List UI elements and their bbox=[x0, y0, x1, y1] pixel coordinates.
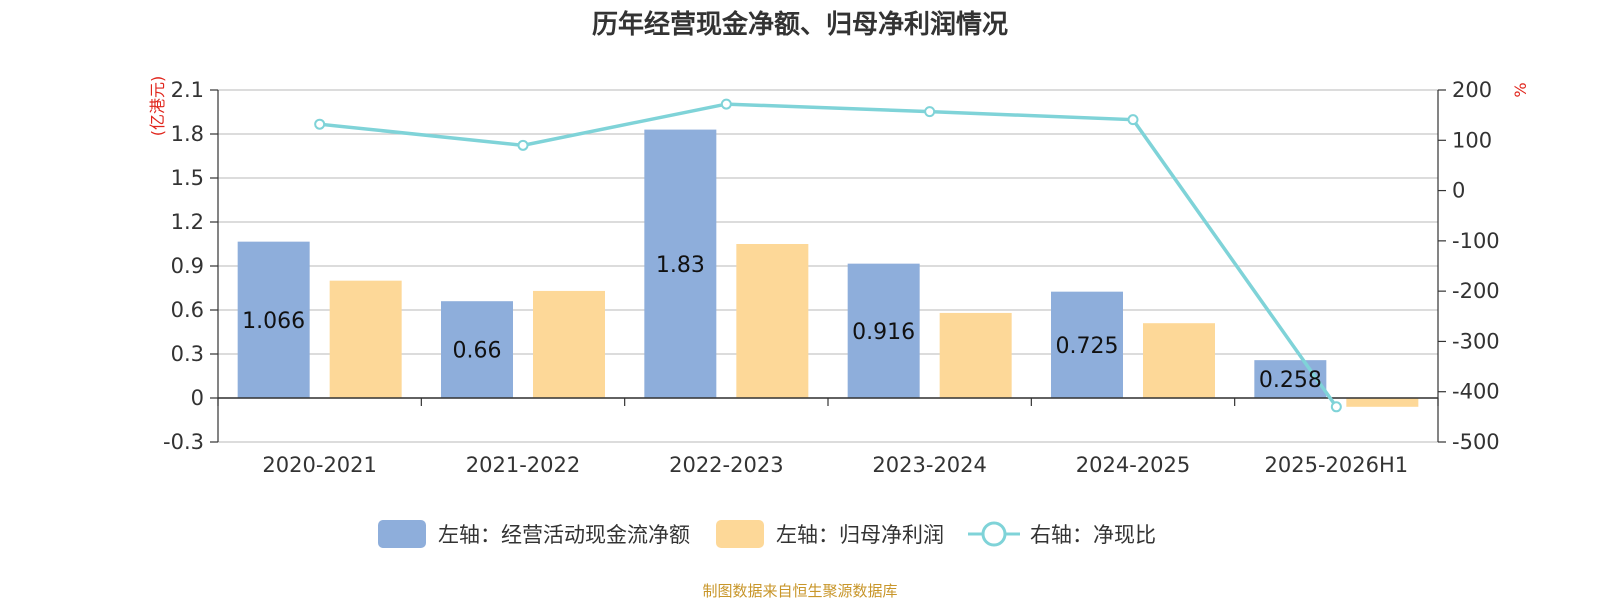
left-axis-tick-label: 1.8 bbox=[171, 122, 204, 146]
line-point[interactable] bbox=[517, 139, 529, 151]
bar-net-profit[interactable] bbox=[329, 280, 402, 398]
right-axis-tick-label: -200 bbox=[1452, 279, 1500, 303]
bar-data-label: 0.916 bbox=[852, 320, 915, 345]
right-axis-tick-label: -300 bbox=[1452, 329, 1500, 353]
right-axis-tick-label: 100 bbox=[1452, 128, 1492, 152]
right-axis-tick-label: -400 bbox=[1452, 380, 1500, 404]
left-axis-tick-label: -0.3 bbox=[163, 430, 204, 454]
legend: 左轴：经营活动现金流净额 左轴：归母净利润 右轴：净现比 bbox=[378, 520, 1156, 548]
right-axis-tick-label: -100 bbox=[1452, 229, 1500, 253]
bar-data-label: 1.83 bbox=[656, 253, 705, 278]
left-axis-unit: (亿港元) bbox=[148, 76, 167, 137]
right-axis-unit: % bbox=[1511, 82, 1530, 97]
x-axis-tick-label: 2020-2021 bbox=[262, 453, 376, 477]
x-axis-tick-label: 2023-2024 bbox=[872, 453, 986, 477]
bar-operating-cash-flow[interactable] bbox=[644, 129, 717, 398]
axes: -0.3 0 0.3 0.6 0.9 1.2 1.5 1.8 2.1 -500 -400 -300 -2… bbox=[148, 76, 1530, 477]
bar-data-label: 1.066 bbox=[242, 309, 305, 334]
line-point[interactable] bbox=[1330, 401, 1342, 413]
bar-operating-cash-flow[interactable] bbox=[847, 263, 920, 398]
bar-net-profit[interactable] bbox=[1346, 398, 1419, 407]
line-point[interactable] bbox=[1127, 114, 1139, 126]
x-axis-tick-label: 2022-2023 bbox=[669, 453, 783, 477]
bar-net-profit[interactable] bbox=[1143, 323, 1215, 398]
legend-label[interactable]: 左轴：归母净利润 bbox=[776, 523, 944, 547]
line-point[interactable] bbox=[720, 98, 732, 110]
legend-label[interactable]: 右轴：净现比 bbox=[1030, 523, 1156, 547]
legend-swatch[interactable] bbox=[716, 520, 764, 548]
left-axis-tick-label: 1.2 bbox=[171, 210, 204, 234]
bar-data-label: 0.66 bbox=[453, 339, 502, 364]
bar-operating-cash-flow[interactable] bbox=[1051, 291, 1123, 398]
bar-net-profit[interactable] bbox=[533, 290, 605, 398]
line-series bbox=[314, 98, 1342, 413]
line-point[interactable] bbox=[924, 106, 936, 118]
data-labels: 1.066 0.66 1.83 0.916 0.725 0.258 bbox=[242, 253, 1322, 393]
left-axis-tick-label: 0.3 bbox=[171, 342, 204, 366]
x-axis-tick-label: 2024-2025 bbox=[1076, 453, 1190, 477]
left-axis-tick-label: 0.9 bbox=[171, 254, 204, 278]
bar-data-label: 0.258 bbox=[1259, 368, 1322, 393]
bar-operating-cash-flow[interactable] bbox=[1254, 360, 1327, 398]
right-axis-tick-label: 0 bbox=[1452, 179, 1465, 203]
legend-swatch[interactable] bbox=[378, 520, 426, 548]
right-axis-tick-label: -500 bbox=[1452, 430, 1500, 454]
left-axis-tick-label: 1.5 bbox=[171, 166, 204, 190]
left-axis-tick-label: 0 bbox=[191, 386, 204, 410]
bar-net-profit[interactable] bbox=[939, 312, 1012, 398]
left-axis-tick-label: 0.6 bbox=[171, 298, 204, 322]
bar-operating-cash-flow[interactable] bbox=[237, 241, 310, 398]
legend-label[interactable]: 左轴：经营活动现金流净额 bbox=[438, 523, 690, 547]
bar-data-label: 0.725 bbox=[1056, 334, 1119, 359]
chart-title: 历年经营现金净额、归母净利润情况 bbox=[591, 10, 1008, 40]
left-axis-tick-label: 2.1 bbox=[171, 78, 204, 102]
legend-swatch-marker bbox=[981, 521, 1007, 547]
line-net-cash-ratio bbox=[319, 102, 1338, 408]
bar-operating-cash-flow[interactable] bbox=[441, 301, 513, 398]
right-axis-tick-label: 200 bbox=[1452, 78, 1492, 102]
bar-net-profit[interactable] bbox=[736, 244, 809, 398]
x-axis-tick-label: 2025-2026H1 bbox=[1265, 453, 1409, 477]
line-point[interactable] bbox=[314, 118, 326, 130]
x-axis-tick-label: 2021-2022 bbox=[466, 453, 580, 477]
footer-source: 制图数据来自恒生聚源数据库 bbox=[702, 582, 898, 600]
bar-series bbox=[237, 129, 1419, 407]
